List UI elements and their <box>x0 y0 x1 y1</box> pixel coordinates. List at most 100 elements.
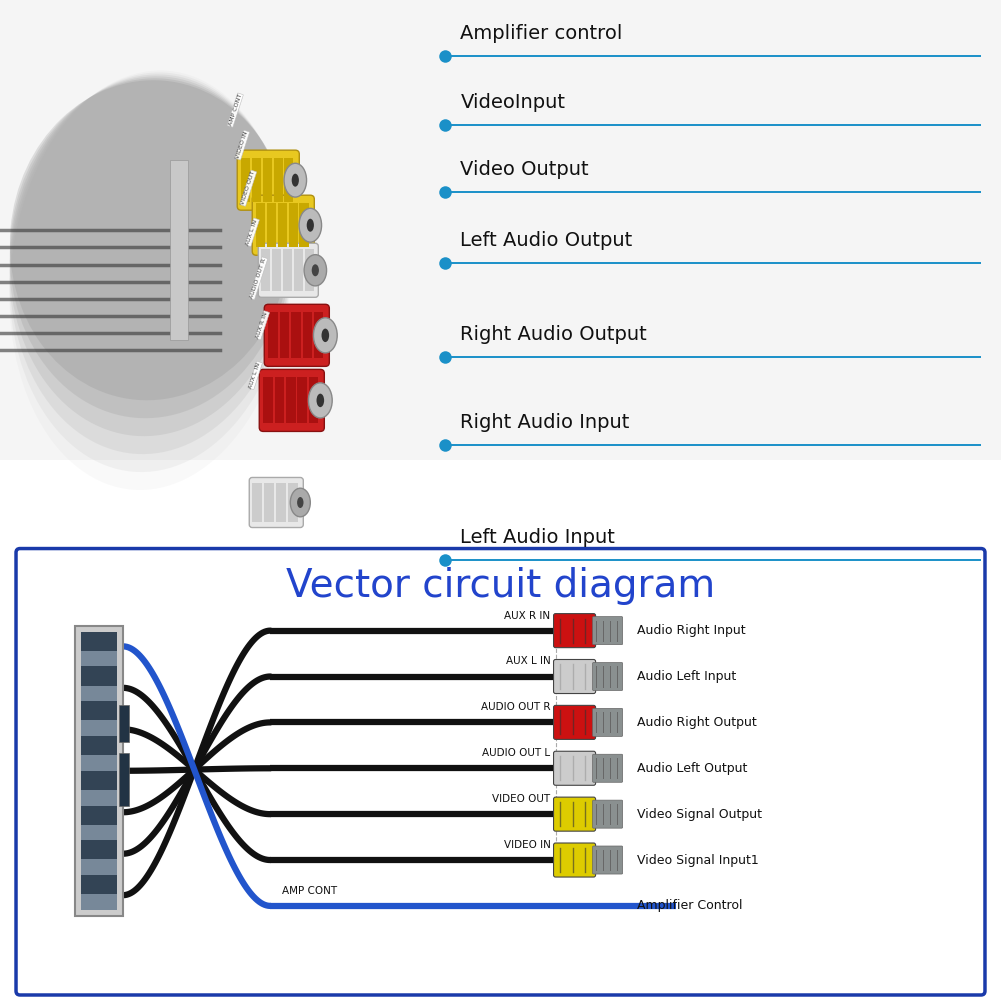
Bar <box>264 483 274 522</box>
Ellipse shape <box>10 74 290 454</box>
Bar <box>297 377 307 423</box>
Text: VIDEO IN: VIDEO IN <box>504 840 551 850</box>
Text: Video Signal Output: Video Signal Output <box>637 808 762 821</box>
Text: VideoInput: VideoInput <box>460 93 566 112</box>
Bar <box>309 377 318 423</box>
Text: Audio Right Input: Audio Right Input <box>637 625 746 637</box>
Ellipse shape <box>297 497 303 509</box>
FancyBboxPatch shape <box>259 369 324 431</box>
Bar <box>272 249 281 291</box>
Bar <box>252 158 261 202</box>
Text: Amplifier control: Amplifier control <box>460 24 623 43</box>
Bar <box>81 860 117 875</box>
Bar <box>286 377 295 423</box>
Bar <box>81 825 117 841</box>
Text: Vector circuit diagram: Vector circuit diagram <box>286 567 715 605</box>
Text: Amplifier Control: Amplifier Control <box>637 900 742 912</box>
Ellipse shape <box>284 163 306 197</box>
FancyBboxPatch shape <box>16 549 985 995</box>
Bar <box>288 203 297 247</box>
Ellipse shape <box>316 393 324 407</box>
Bar <box>252 483 262 522</box>
Bar <box>288 483 298 522</box>
Bar <box>75 626 123 916</box>
FancyBboxPatch shape <box>554 660 596 694</box>
Bar <box>263 377 272 423</box>
FancyBboxPatch shape <box>593 755 623 783</box>
Bar <box>81 632 117 910</box>
Ellipse shape <box>304 254 326 286</box>
Bar <box>81 894 117 910</box>
Bar <box>267 203 276 247</box>
Bar <box>291 312 300 358</box>
Text: VIDEO OUT: VIDEO OUT <box>240 170 256 206</box>
Bar <box>279 312 289 358</box>
Text: VIDEO OUT: VIDEO OUT <box>492 794 551 804</box>
Text: AUDIO OUT L: AUDIO OUT L <box>482 749 551 759</box>
Bar <box>119 754 129 806</box>
Text: AUX R IN: AUX R IN <box>255 311 269 339</box>
Ellipse shape <box>311 264 319 276</box>
Bar <box>261 249 270 291</box>
FancyBboxPatch shape <box>554 614 596 648</box>
Bar <box>81 790 117 806</box>
Bar <box>170 160 188 340</box>
Bar <box>81 755 117 771</box>
Bar <box>81 686 117 701</box>
Ellipse shape <box>290 488 310 517</box>
Text: Left Audio Input: Left Audio Input <box>460 528 616 547</box>
Text: AUDIO OUT R: AUDIO OUT R <box>249 257 267 299</box>
Bar <box>278 203 287 247</box>
Bar <box>293 249 302 291</box>
Bar <box>241 158 250 202</box>
FancyBboxPatch shape <box>593 709 623 737</box>
FancyBboxPatch shape <box>593 617 623 645</box>
FancyBboxPatch shape <box>554 706 596 740</box>
Text: AUX L IN: AUX L IN <box>248 361 262 389</box>
Bar <box>276 483 286 522</box>
Ellipse shape <box>10 76 290 436</box>
Bar <box>302 312 312 358</box>
Ellipse shape <box>291 174 299 186</box>
Bar <box>263 158 272 202</box>
Bar <box>119 705 129 742</box>
Ellipse shape <box>306 219 314 231</box>
FancyBboxPatch shape <box>252 195 314 255</box>
FancyBboxPatch shape <box>554 751 596 785</box>
FancyBboxPatch shape <box>593 800 623 828</box>
Bar <box>284 158 293 202</box>
Text: AUX L IN: AUX L IN <box>506 657 551 667</box>
Ellipse shape <box>299 208 321 242</box>
FancyBboxPatch shape <box>258 243 318 297</box>
Bar <box>304 249 313 291</box>
Bar <box>81 721 117 736</box>
Text: AUX R IN: AUX R IN <box>505 611 551 621</box>
Text: Audio Right Output: Audio Right Output <box>637 716 757 729</box>
Text: Audio Left Input: Audio Left Input <box>637 670 736 683</box>
Bar <box>283 249 292 291</box>
FancyBboxPatch shape <box>593 846 623 874</box>
Bar <box>314 312 323 358</box>
Ellipse shape <box>10 80 290 400</box>
Bar <box>273 158 282 202</box>
Ellipse shape <box>313 317 337 353</box>
FancyBboxPatch shape <box>237 150 299 210</box>
Bar <box>268 312 278 358</box>
Text: AUX L IN: AUX L IN <box>245 218 259 246</box>
FancyBboxPatch shape <box>264 304 329 366</box>
Text: VIDEO IN: VIDEO IN <box>235 131 249 159</box>
Ellipse shape <box>321 328 329 342</box>
Bar <box>0 0 1001 460</box>
Text: AMP CONT: AMP CONT <box>282 886 337 896</box>
Ellipse shape <box>9 72 291 472</box>
FancyBboxPatch shape <box>249 477 303 528</box>
Text: Video Output: Video Output <box>460 160 589 179</box>
FancyBboxPatch shape <box>554 843 596 877</box>
Text: Left Audio Output: Left Audio Output <box>460 231 633 250</box>
Text: Right Audio Output: Right Audio Output <box>460 325 648 344</box>
Text: Audio Left Output: Audio Left Output <box>637 762 747 775</box>
Bar <box>81 651 117 667</box>
FancyBboxPatch shape <box>593 663 623 691</box>
Bar <box>274 377 284 423</box>
Text: Right Audio Input: Right Audio Input <box>460 413 630 432</box>
